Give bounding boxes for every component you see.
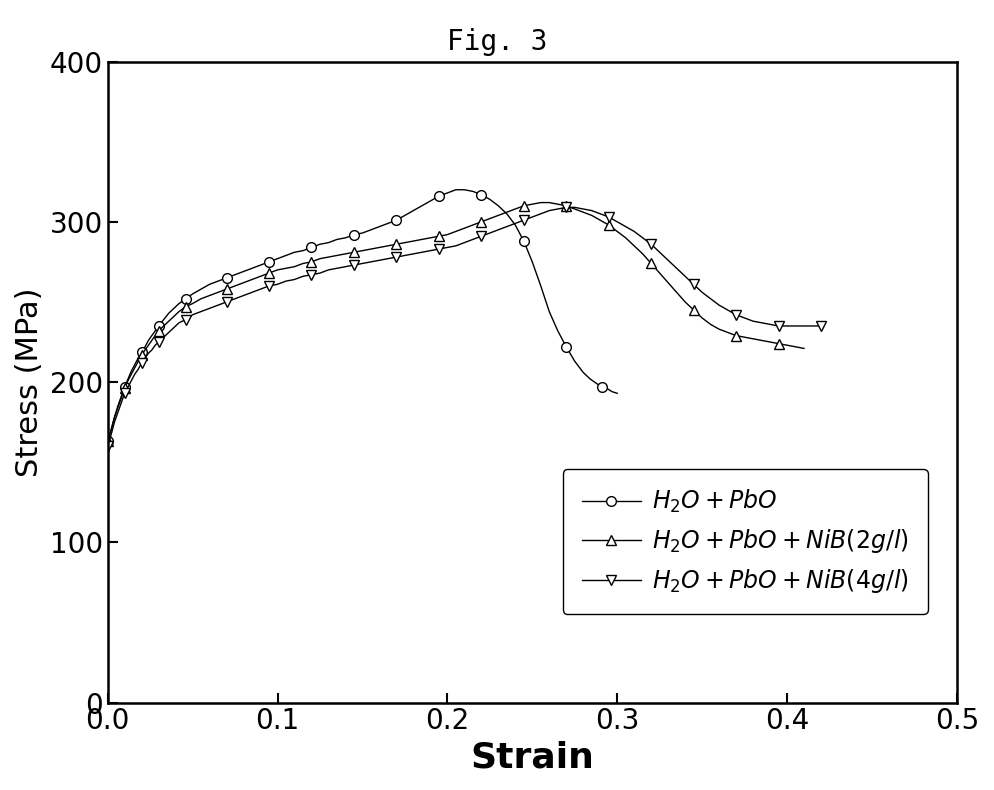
$H_2O+PbO$ [101, 437, 113, 446]
$H_2O+PbO+NiB(2g/l)$ [611, 227, 623, 236]
$H_2O+PbO+NiB(2g/l)$ [798, 344, 810, 353]
Y-axis label: Stress (MPa): Stress (MPa) [15, 288, 44, 477]
$H_2O+PbO$ [578, 367, 589, 377]
$H_2O+PbO$ [450, 185, 462, 194]
Legend: $H_2O+PbO$, $H_2O+PbO+NiB(2g/l)$, $H_2O+PbO+NiB(4g/l)$: $H_2O+PbO$, $H_2O+PbO+NiB(2g/l)$, $H_2O+… [563, 469, 928, 614]
$H_2O+PbO+NiB(4g/l)$ [755, 318, 767, 328]
$H_2O+PbO$ [611, 389, 623, 398]
$H_2O+PbO$ [212, 276, 224, 286]
$H_2O+PbO$ [348, 230, 360, 239]
$H_2O+PbO+NiB(4g/l)$ [561, 203, 573, 213]
$H_2O+PbO+NiB(2g/l)$ [314, 254, 326, 263]
$H_2O+PbO+NiB(2g/l)$ [535, 198, 547, 207]
X-axis label: Strain: Strain [470, 741, 594, 775]
$H_2O+PbO+NiB(2g/l)$ [158, 322, 170, 331]
Line: $H_2O+PbO$: $H_2O+PbO$ [102, 185, 622, 446]
$H_2O+PbO+NiB(4g/l)$ [146, 345, 158, 355]
$H_2O+PbO+NiB(2g/l)$ [484, 214, 496, 224]
$H_2O+PbO+NiB(4g/l)$ [357, 259, 369, 269]
$H_2O+PbO+NiB(4g/l)$ [101, 442, 113, 451]
$H_2O+PbO+NiB(2g/l)$ [212, 288, 224, 297]
$H_2O+PbO$ [357, 228, 369, 238]
$H_2O+PbO+NiB(4g/l)$ [441, 243, 453, 252]
$H_2O+PbO+NiB(2g/l)$ [101, 437, 113, 446]
Text: Fig. 3: Fig. 3 [446, 28, 548, 55]
Line: $H_2O+PbO+NiB(4g/l)$: $H_2O+PbO+NiB(4g/l)$ [102, 202, 826, 451]
$H_2O+PbO+NiB(2g/l)$ [340, 249, 352, 258]
$H_2O+PbO+NiB(4g/l)$ [415, 247, 427, 257]
$H_2O+PbO$ [153, 322, 165, 331]
$H_2O+PbO+NiB(4g/l)$ [815, 322, 827, 331]
$H_2O+PbO+NiB(4g/l)$ [238, 291, 249, 300]
Line: $H_2O+PbO+NiB(2g/l)$: $H_2O+PbO+NiB(2g/l)$ [102, 198, 809, 446]
$H_2O+PbO$ [158, 315, 170, 325]
